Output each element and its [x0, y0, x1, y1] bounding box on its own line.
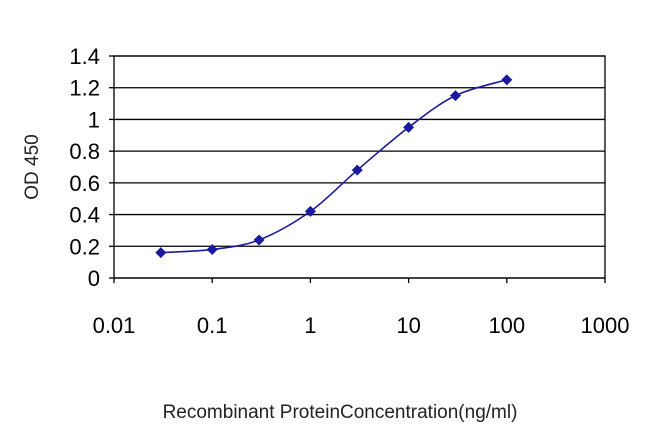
y-axis-label: OD 450: [22, 134, 43, 199]
data-point-marker: [206, 243, 218, 255]
x-tick-label: 1000: [581, 313, 630, 338]
y-tick-label: 1: [88, 107, 100, 132]
x-tick-label: 10: [396, 313, 420, 338]
data-point-marker: [304, 205, 316, 217]
x-tick-label: 0.1: [197, 313, 228, 338]
y-tick-label: 0.8: [69, 139, 100, 164]
x-tick-label: 0.01: [93, 313, 136, 338]
data-point-marker: [155, 247, 167, 259]
plot-frame: [113, 55, 606, 279]
y-tick-label: 1.4: [69, 44, 100, 69]
grid-lines: [114, 55, 605, 279]
data-point-marker: [403, 121, 415, 133]
data-point-marker: [351, 164, 363, 176]
y-tick-label: 0.4: [69, 203, 100, 228]
x-tick-label: 100: [488, 313, 525, 338]
data-point-marker: [449, 90, 461, 102]
x-axis-label: Recombinant ProteinConcentration(ng/ml): [163, 402, 518, 423]
y-tick-label: 0: [88, 266, 100, 291]
data-point-marker: [253, 234, 265, 246]
y-tick-label: 0.6: [69, 171, 100, 196]
y-tick-label: 1.2: [69, 76, 100, 101]
x-tick-label: 1: [304, 313, 316, 338]
series-group: [155, 74, 513, 259]
series-line: [160, 79, 508, 254]
x-axis: 0.01 0.1 1 10 100 1000: [93, 278, 630, 338]
y-tick-label: 0.2: [69, 234, 100, 259]
y-axis-ticks: 0 0.2 0.4 0.6 0.8 1 1.2 1.4: [69, 44, 114, 291]
data-point-marker: [501, 74, 513, 86]
